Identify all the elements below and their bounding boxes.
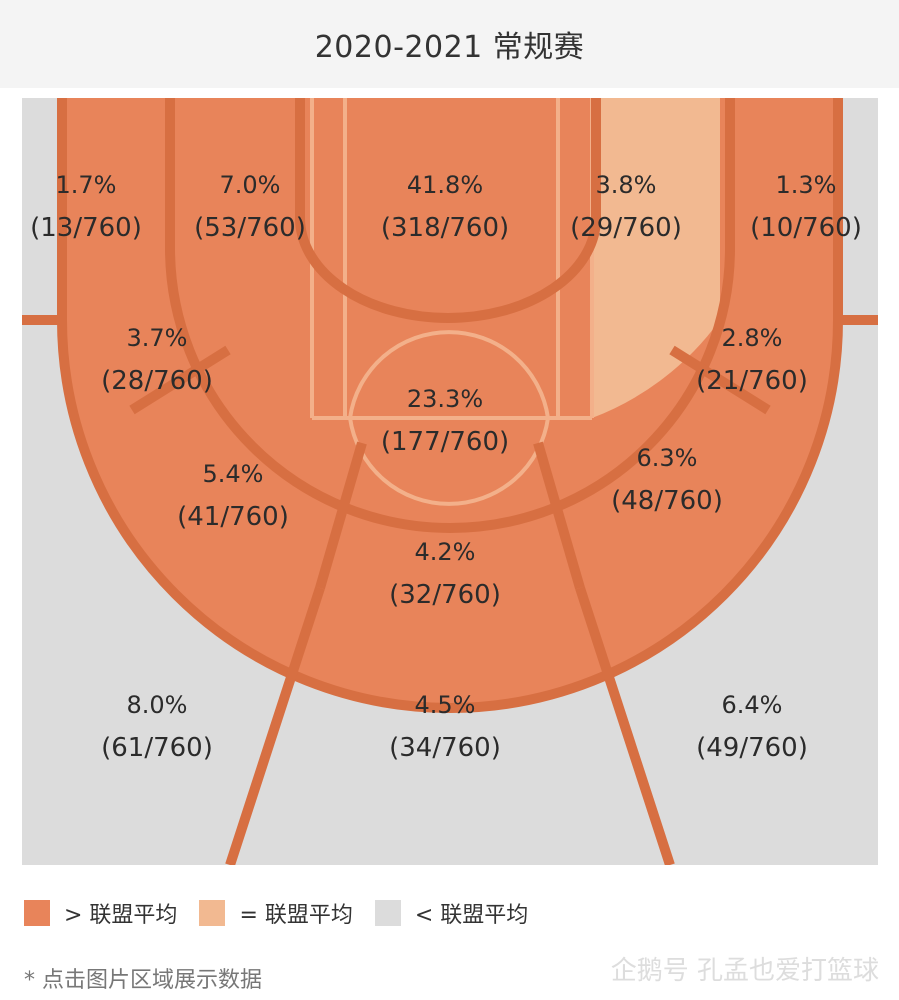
zone-left-wing-3-upper[interactable]: 3.7% (28/760) <box>101 324 213 396</box>
legend-label: > 联盟平均 <box>64 903 178 928</box>
zone-pct: 3.8% <box>596 171 657 199</box>
legend-swatch-below <box>374 900 401 926</box>
zone-restricted-area[interactable]: 41.8% (318/760) <box>381 171 509 243</box>
restricted-arc <box>295 98 601 323</box>
zone-pct: 23.3% <box>407 385 483 413</box>
zone-pct: 2.8% <box>722 324 783 352</box>
legend-label: < 联盟平均 <box>414 903 529 928</box>
legend-item-above[interactable]: > 联盟平均 <box>24 897 177 929</box>
divider-left-wing <box>129 345 231 415</box>
zone-fraction: (53/760) <box>194 213 306 243</box>
zone-left-wing-3[interactable]: 8.0% (61/760) <box>101 691 213 763</box>
three-point-line <box>57 98 843 713</box>
legend-swatch-above <box>24 900 50 926</box>
zone-pct: 6.3% <box>637 444 698 472</box>
zone-pct: 1.7% <box>56 171 117 199</box>
zone-fraction: (13/760) <box>30 213 142 243</box>
zone-left-corner-3[interactable]: 1.7% (13/760) <box>30 171 142 243</box>
watermark: 企鹅号 孔孟也爱打篮球 <box>610 956 879 986</box>
zone-right-wing-3[interactable]: 6.4% (49/760) <box>696 691 808 763</box>
zone-pct: 4.5% <box>415 691 476 719</box>
zone-pct: 8.0% <box>127 691 188 719</box>
divider-left-outer <box>225 586 325 865</box>
legend-label: = 联盟平均 <box>239 903 353 928</box>
zone-fraction: (48/760) <box>611 486 723 516</box>
zone-fraction: (177/760) <box>381 427 509 457</box>
divider-right-mid <box>533 441 585 590</box>
zone-fraction: (21/760) <box>696 366 808 396</box>
zone-top-key-mid[interactable]: 4.2% (32/760) <box>389 538 501 610</box>
divider-left-mid <box>315 441 367 590</box>
zone-pct: 4.2% <box>415 538 476 566</box>
legend: > 联盟平均 = 联盟平均 < 联盟平均 <box>24 897 550 929</box>
zone-fraction: (10/760) <box>750 213 862 243</box>
zone-pct: 7.0% <box>220 171 281 199</box>
zone-pct: 1.3% <box>776 171 837 199</box>
zone-fraction: (61/760) <box>101 733 213 763</box>
zone-right-elbow-mid[interactable]: 6.3% (48/760) <box>611 444 723 516</box>
chart-title: 2020-2021 常规赛 <box>314 30 585 65</box>
divider-right-outer <box>575 586 675 865</box>
zone-paint-non-ra[interactable]: 23.3% (177/760) <box>381 385 509 457</box>
zone-fraction: (34/760) <box>389 733 501 763</box>
zone-right-baseline-mid-label[interactable]: 3.8% (29/760) <box>570 171 682 243</box>
zone-left-baseline-mid[interactable]: 7.0% (53/760) <box>194 171 306 243</box>
footnote: * 点击图片区域展示数据 <box>24 968 262 993</box>
legend-item-below[interactable]: < 联盟平均 <box>374 897 529 929</box>
zone-fraction: (41/760) <box>177 502 289 532</box>
zone-fraction: (318/760) <box>381 213 509 243</box>
zone-fraction: (28/760) <box>101 366 213 396</box>
zone-pct: 6.4% <box>722 691 783 719</box>
zone-pct: 41.8% <box>407 171 483 199</box>
zone-fraction: (29/760) <box>570 213 682 243</box>
zone-left-elbow-mid[interactable]: 5.4% (41/760) <box>177 460 289 532</box>
zone-top-of-key-3[interactable]: 4.5% (34/760) <box>389 691 501 763</box>
zone-right-wing-3-upper[interactable]: 2.8% (21/760) <box>696 324 808 396</box>
zone-right-baseline-mid[interactable] <box>592 98 720 418</box>
divider-right-wing <box>669 345 771 415</box>
zone-labels: 1.7% (13/760) 7.0% (53/760) 41.8% (318/7… <box>30 171 862 763</box>
shot-chart[interactable]: 1.7% (13/760) 7.0% (53/760) 41.8% (318/7… <box>0 88 899 878</box>
chart-header: 2020-2021 常规赛 <box>0 0 899 88</box>
zone-fraction: (49/760) <box>696 733 808 763</box>
zone-fraction: (32/760) <box>389 580 501 610</box>
zone-pct: 5.4% <box>203 460 264 488</box>
zone-right-corner-3[interactable]: 1.3% (10/760) <box>750 171 862 243</box>
legend-swatch-equal <box>199 900 226 926</box>
zone-pct: 3.7% <box>127 324 188 352</box>
legend-item-equal[interactable]: = 联盟平均 <box>199 897 353 929</box>
free-throw-circle <box>348 330 551 506</box>
